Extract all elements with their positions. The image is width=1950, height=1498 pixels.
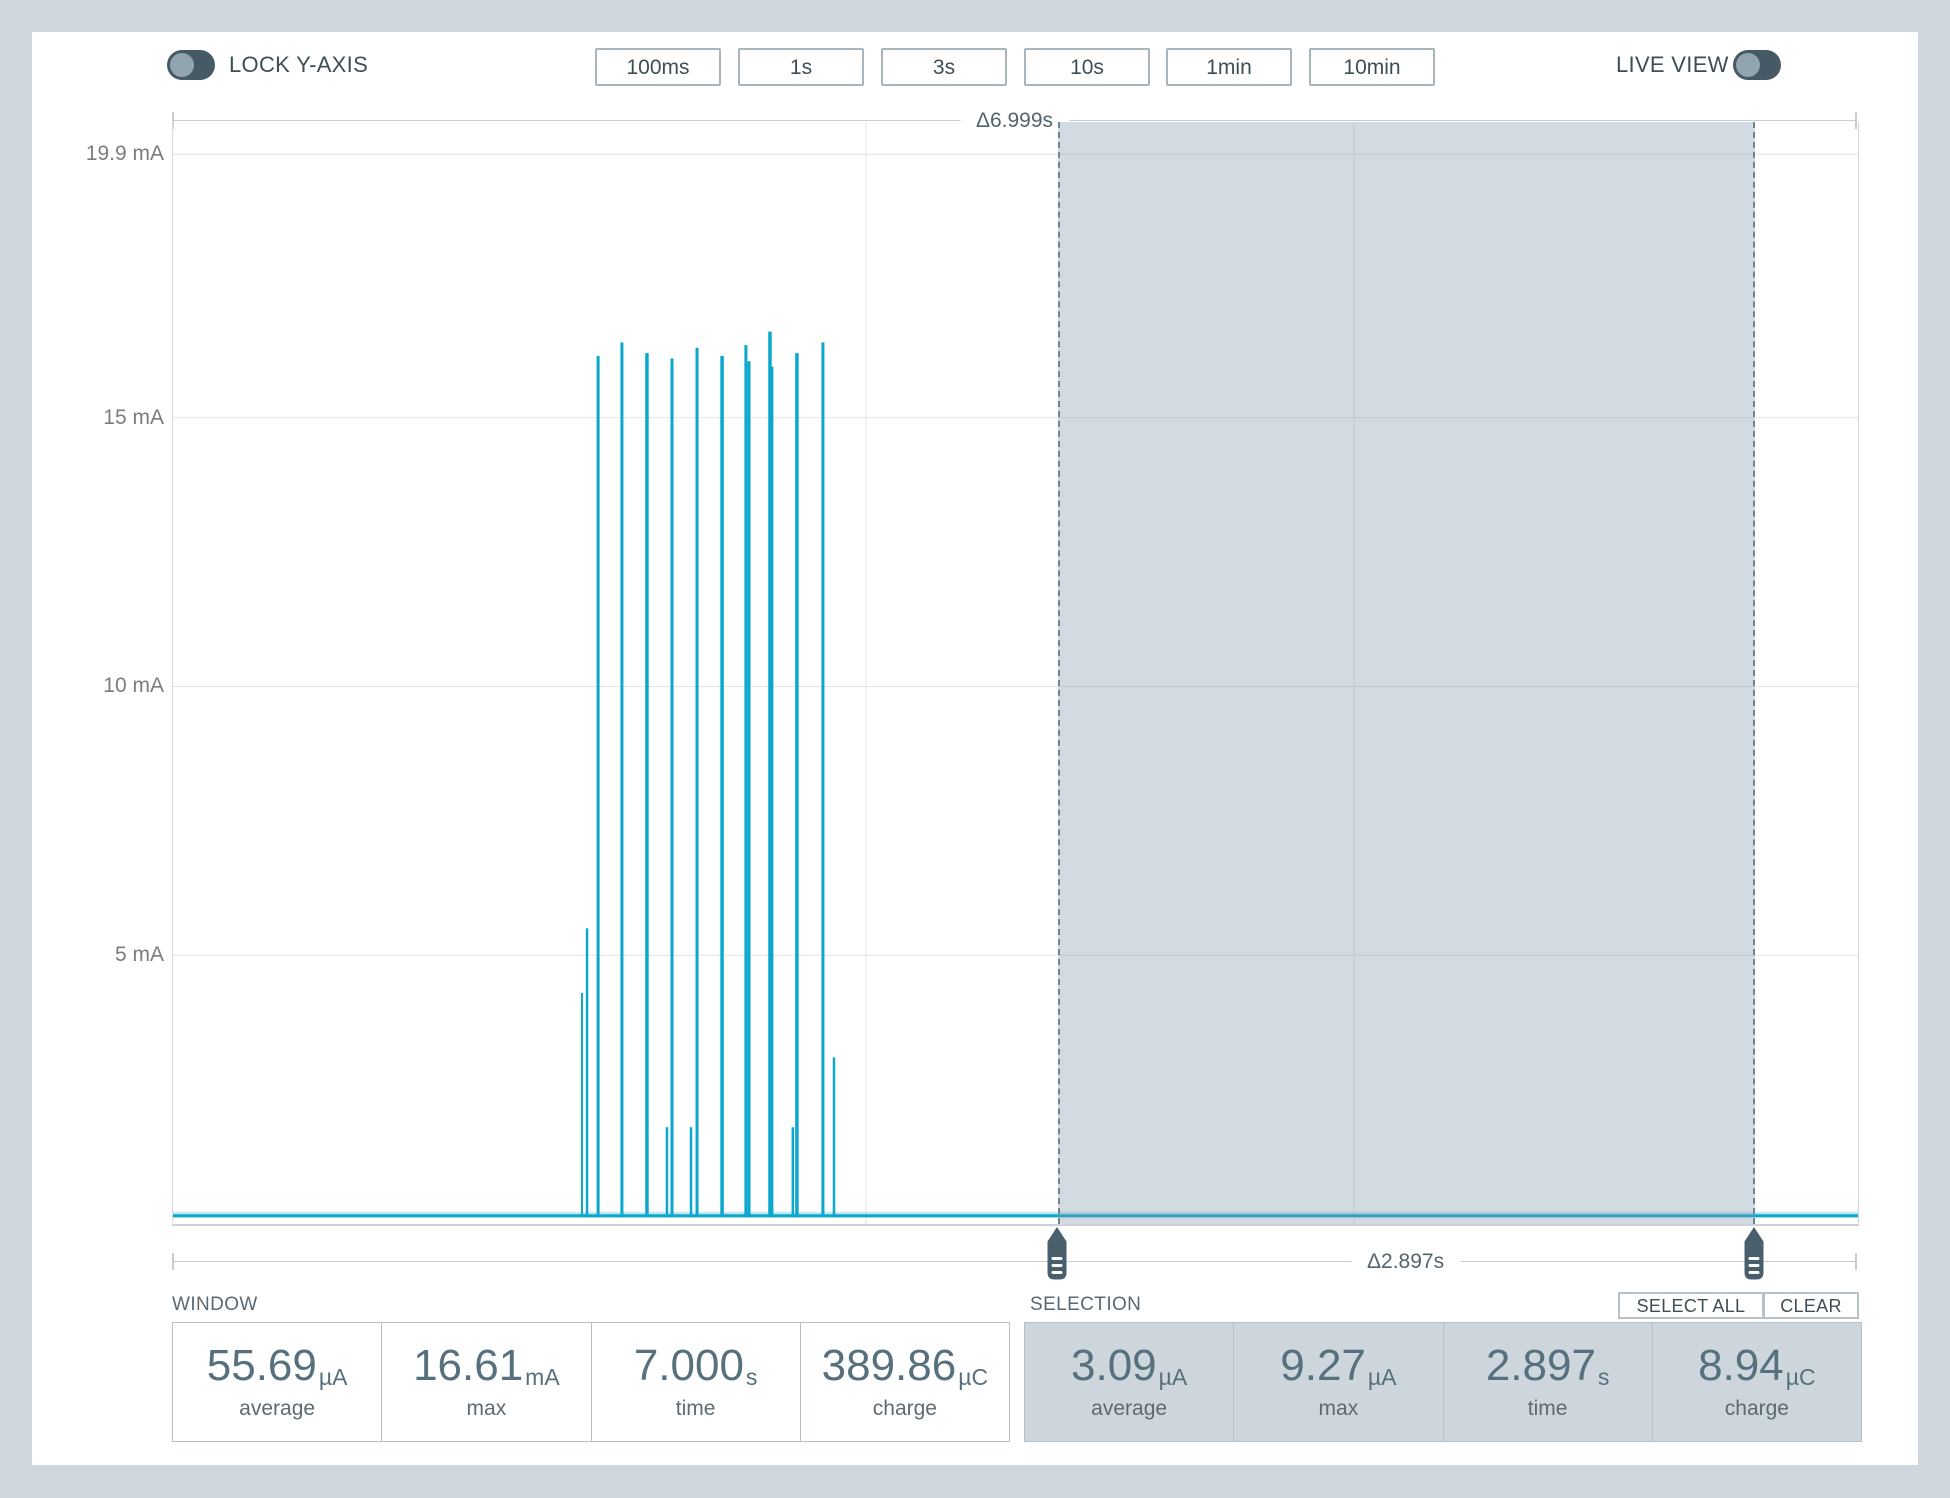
selection-stat-average: 3.09 µA average — [1025, 1323, 1233, 1441]
stat-unit: µA — [318, 1363, 348, 1390]
time-window-button-1min[interactable]: 1min — [1166, 48, 1292, 86]
stat-label: max — [1318, 1396, 1359, 1420]
selection-delta-bracket: Δ2.897s — [172, 1250, 1857, 1274]
handle-grip-line — [1748, 1271, 1760, 1274]
stat-value: 7.000 — [633, 1340, 744, 1390]
stat-value: 55.69 — [206, 1340, 317, 1390]
window-stat-average: 55.69 µA average — [173, 1323, 381, 1441]
time-window-button-1s[interactable]: 1s — [738, 48, 864, 86]
y-tick-1: 15 mA — [103, 405, 164, 429]
selection-handle-left[interactable] — [1047, 1227, 1067, 1280]
selection-stat-charge: 8.94 µC charge — [1651, 1323, 1861, 1441]
stat-label: time — [675, 1396, 716, 1420]
current-waveform-chart[interactable] — [172, 122, 1859, 1226]
stat-unit: µA — [1158, 1363, 1188, 1390]
window-delta-tick-left — [172, 112, 174, 129]
live-view-toggle-knob — [1736, 53, 1760, 77]
stat-label: average — [239, 1396, 316, 1420]
handle-grip-line — [1051, 1271, 1063, 1274]
selection-delta-label: Δ2.897s — [1350, 1250, 1461, 1274]
stat-value: 389.86 — [821, 1340, 957, 1390]
window-delta-label: Δ6.999s — [959, 109, 1070, 133]
window-delta-bracket: Δ6.999s — [172, 109, 1857, 133]
lock-y-axis-toggle[interactable] — [167, 50, 215, 80]
window-stat-max: 16.61 mA max — [381, 1323, 590, 1441]
y-tick-3: 5 mA — [114, 943, 164, 967]
live-view-toggle[interactable] — [1733, 50, 1781, 80]
time-window-button-3s[interactable]: 3s — [881, 48, 1007, 86]
selection-overlay[interactable] — [1057, 122, 1756, 1224]
stat-label: average — [1091, 1396, 1168, 1420]
stat-value: 16.61 — [413, 1340, 524, 1390]
handle-grip-line — [1748, 1257, 1760, 1260]
selection-delta-tick-left — [172, 1253, 174, 1270]
window-stat-time: 7.000 s time — [590, 1323, 800, 1441]
lock-y-axis-label: LOCK Y-AXIS — [229, 52, 369, 77]
select-all-button[interactable]: SELECT ALL — [1618, 1292, 1764, 1319]
waveform-svg — [173, 122, 1858, 1224]
handle-grip-line — [1051, 1264, 1063, 1267]
handle-grip-line — [1748, 1264, 1760, 1267]
selection-stats-group: 3.09 µA average 9.27 µA max 2.897 s time 8.… — [1024, 1322, 1862, 1442]
selection-delta-tick-right — [1855, 1253, 1857, 1270]
selection-stat-max: 9.27 µA max — [1233, 1323, 1442, 1441]
selection-handle-right[interactable] — [1744, 1227, 1764, 1280]
selection-delta-line — [172, 1261, 1857, 1262]
stat-label: time — [1527, 1396, 1568, 1420]
stat-unit: s — [745, 1363, 758, 1390]
selection-actions: SELECT ALL CLEAR — [1618, 1292, 1859, 1319]
lock-y-axis-toggle-knob — [170, 53, 194, 77]
stat-value: 2.897 — [1485, 1340, 1596, 1390]
stat-label: max — [466, 1396, 507, 1420]
y-tick-0: 19.9 mA — [85, 142, 164, 166]
window-stat-charge: 389.86 µC charge — [799, 1323, 1009, 1441]
stat-label: charge — [872, 1396, 937, 1420]
stat-unit: s — [1597, 1363, 1610, 1390]
selection-stats-title: SELECTION — [1030, 1294, 1142, 1315]
selection-stat-time: 2.897 s time — [1442, 1323, 1652, 1441]
stat-label: charge — [1724, 1396, 1789, 1420]
stat-unit: µC — [1785, 1363, 1816, 1390]
live-view-label: LIVE VIEW — [1616, 52, 1729, 77]
time-window-button-10min[interactable]: 10min — [1309, 48, 1435, 86]
handle-grip-line — [1051, 1257, 1063, 1260]
stat-value: 8.94 — [1698, 1340, 1784, 1390]
clear-selection-button[interactable]: CLEAR — [1763, 1292, 1859, 1319]
main-panel — [32, 32, 1918, 1465]
stat-unit: mA — [525, 1363, 560, 1390]
stat-value: 9.27 — [1280, 1340, 1366, 1390]
window-stats-title: WINDOW — [172, 1294, 258, 1315]
stat-unit: µC — [958, 1363, 989, 1390]
time-window-button-100ms[interactable]: 100ms — [595, 48, 721, 86]
y-tick-2: 10 mA — [103, 674, 164, 698]
window-stats-group: 55.69 µA average 16.61 mA max 7.000 s time … — [172, 1322, 1010, 1442]
time-window-button-10s[interactable]: 10s — [1024, 48, 1150, 86]
stat-unit: µA — [1367, 1363, 1397, 1390]
stat-value: 3.09 — [1071, 1340, 1157, 1390]
window-delta-tick-right — [1855, 112, 1857, 129]
